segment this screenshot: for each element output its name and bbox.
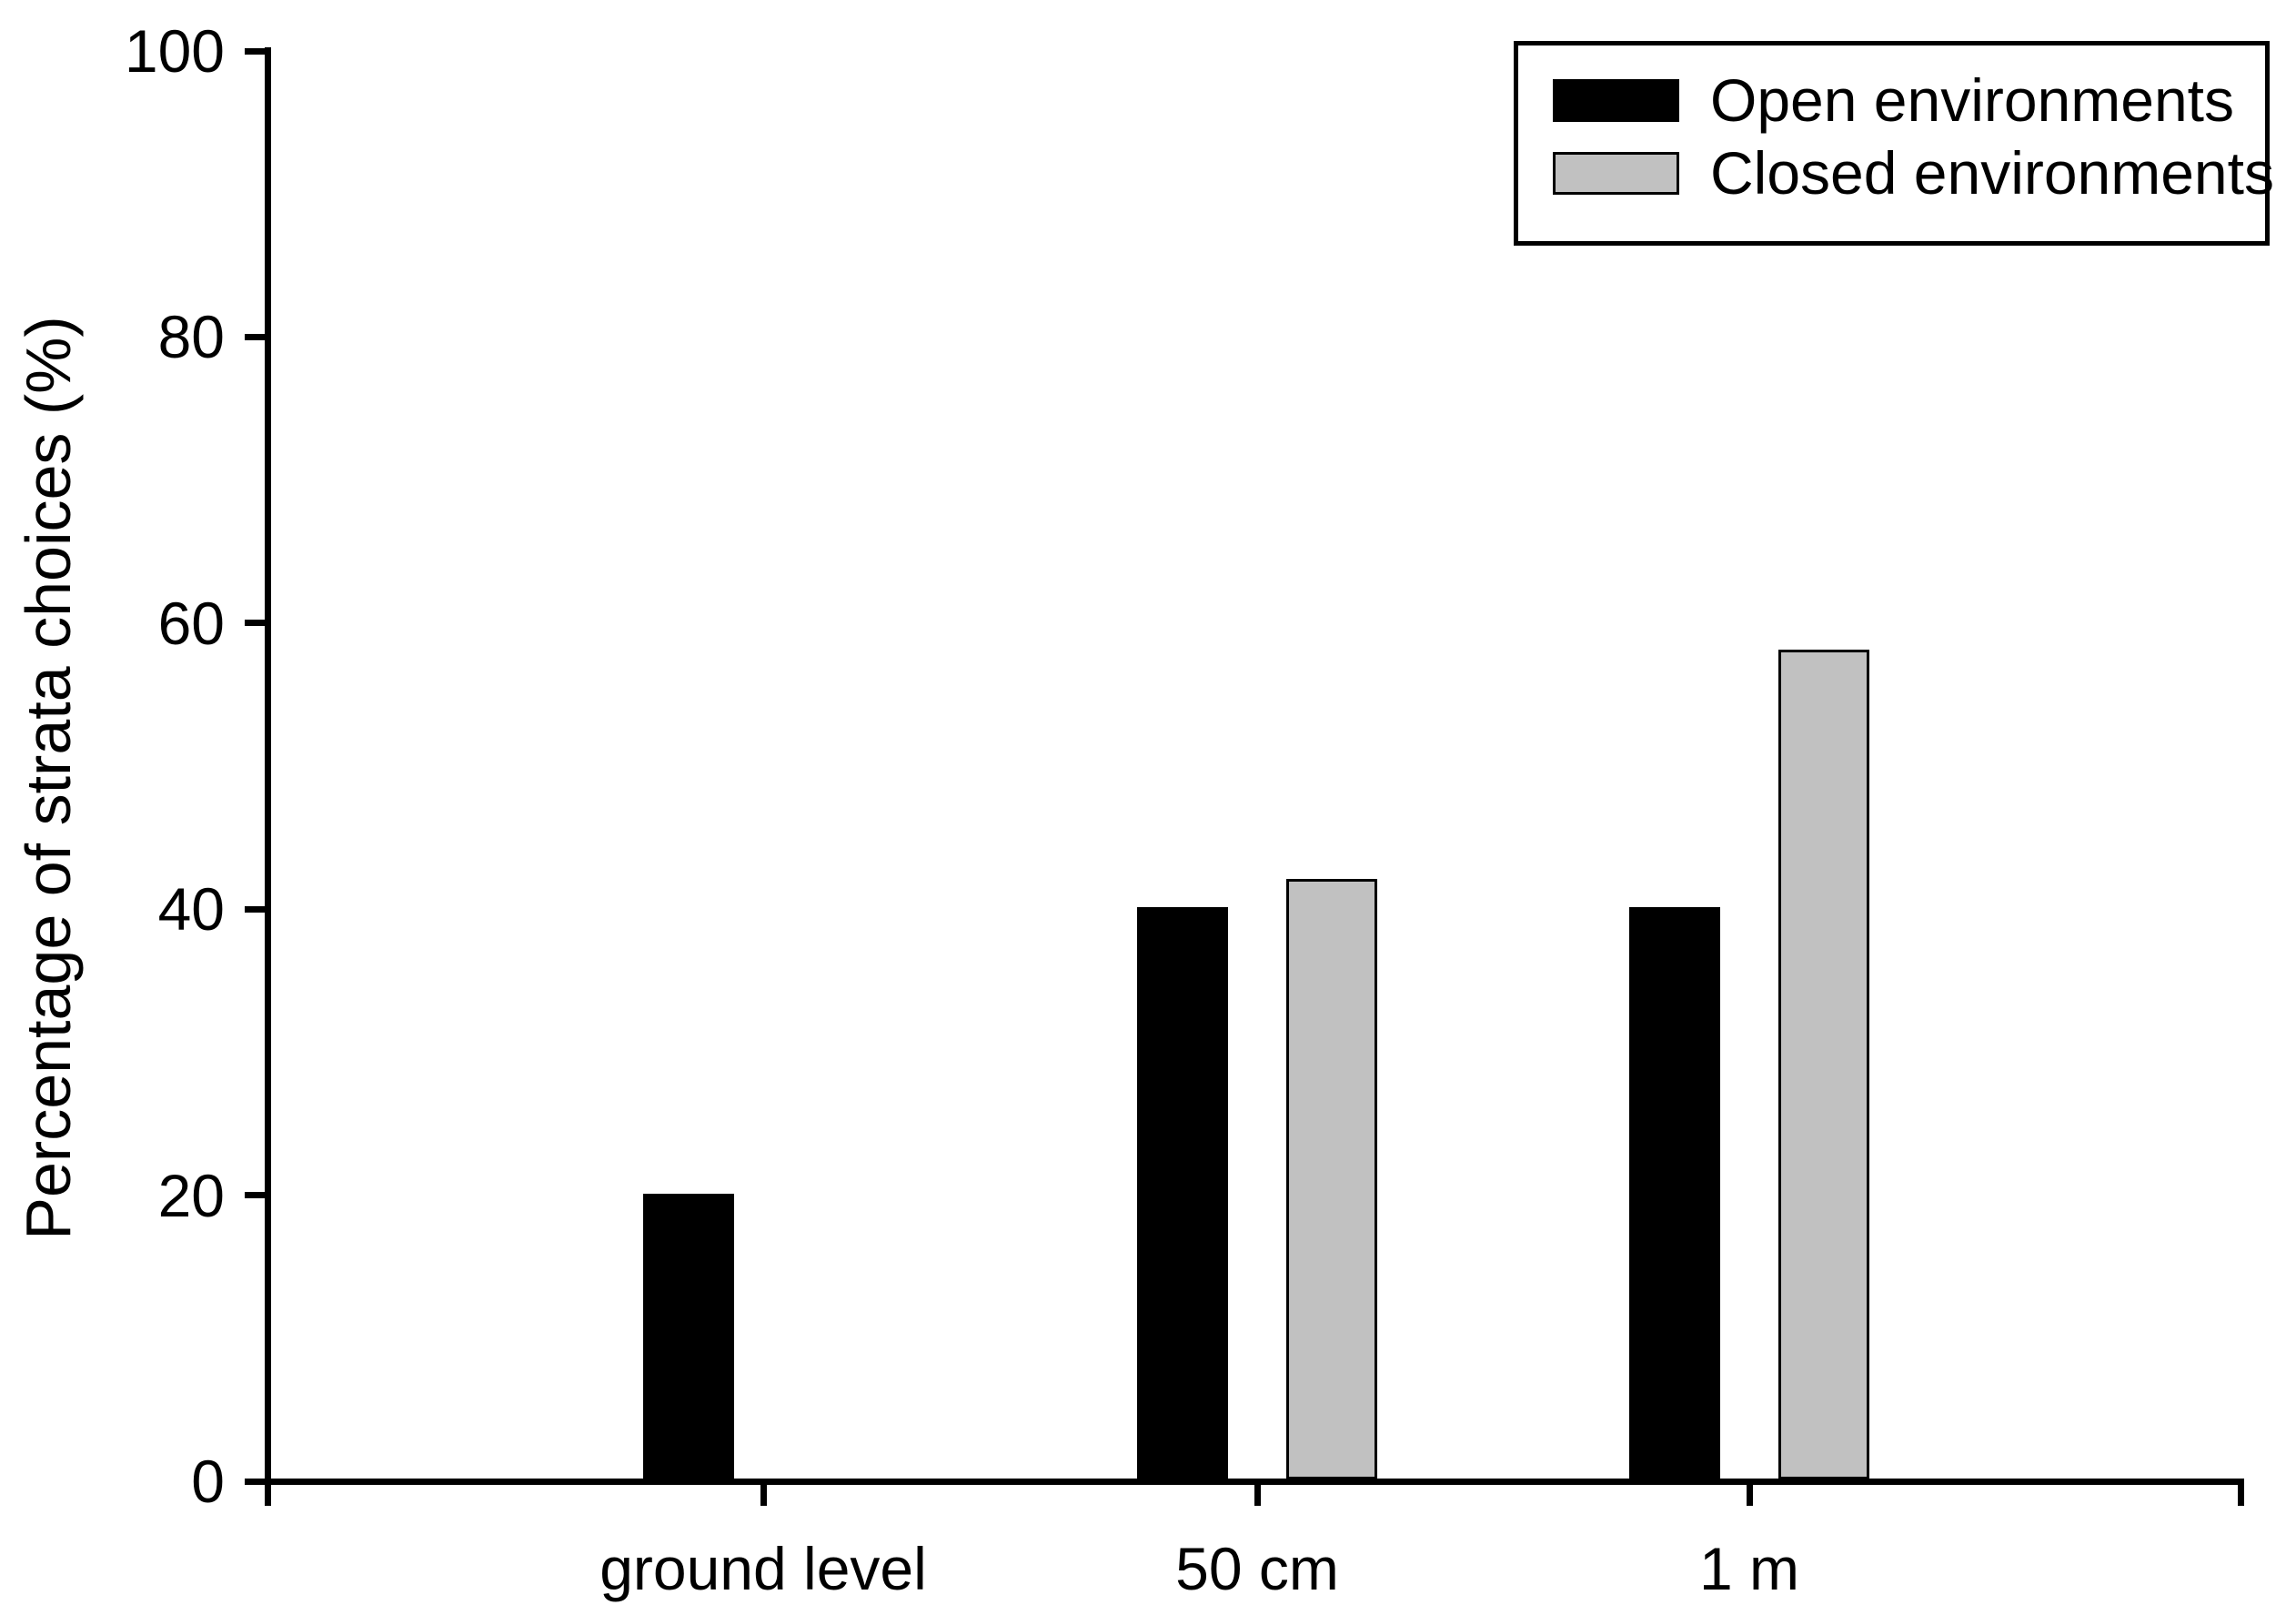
x-tick <box>760 1484 767 1506</box>
x-tick-label-1-m: 1 m <box>1698 1535 1800 1602</box>
bar-closed-environments-50-cm <box>1286 878 1377 1479</box>
y-tick-label: 60 <box>157 589 225 657</box>
legend-item-closed-environments: Closed environments <box>1553 136 2274 209</box>
legend-item-open-environments: Open environments <box>1553 64 2234 136</box>
y-tick-label: 0 <box>191 1448 225 1515</box>
y-tick <box>244 47 265 55</box>
closed-environments-swatch <box>1553 151 1679 195</box>
y-tick <box>244 905 265 913</box>
bar-closed-environments-1-m <box>1778 650 1869 1479</box>
bar-open-environments-1-m <box>1629 907 1720 1479</box>
x-axis-end-tick <box>2237 1481 2244 1506</box>
legend-label-open-environments: Open environments <box>1710 66 2234 134</box>
bar-open-environments-50-cm <box>1137 907 1228 1479</box>
y-tick <box>244 620 265 627</box>
y-tick <box>244 1192 265 1199</box>
y-tick-label: 100 <box>124 17 225 85</box>
y-tick <box>244 333 265 340</box>
x-tick-label-ground-level: ground level <box>599 1535 927 1602</box>
y-tick-label: 20 <box>157 1161 225 1229</box>
legend-label-closed-environments: Closed environments <box>1710 139 2274 207</box>
y-axis-line <box>264 47 271 1506</box>
y-tick-label: 80 <box>157 303 225 371</box>
y-tick-label: 40 <box>157 875 225 944</box>
open-environments-swatch <box>1553 78 1679 122</box>
x-axis-line <box>264 1478 2244 1485</box>
x-tick <box>1254 1484 1261 1506</box>
bar-open-environments-ground-level <box>643 1193 734 1479</box>
x-tick-label-50-cm: 50 cm <box>1175 1535 1339 1602</box>
legend: Open environments Closed environments <box>1514 41 2274 246</box>
y-axis-title: Percentage of strata choices (%) <box>13 316 84 1240</box>
x-tick <box>1746 1484 1753 1506</box>
y-tick <box>244 1478 265 1485</box>
